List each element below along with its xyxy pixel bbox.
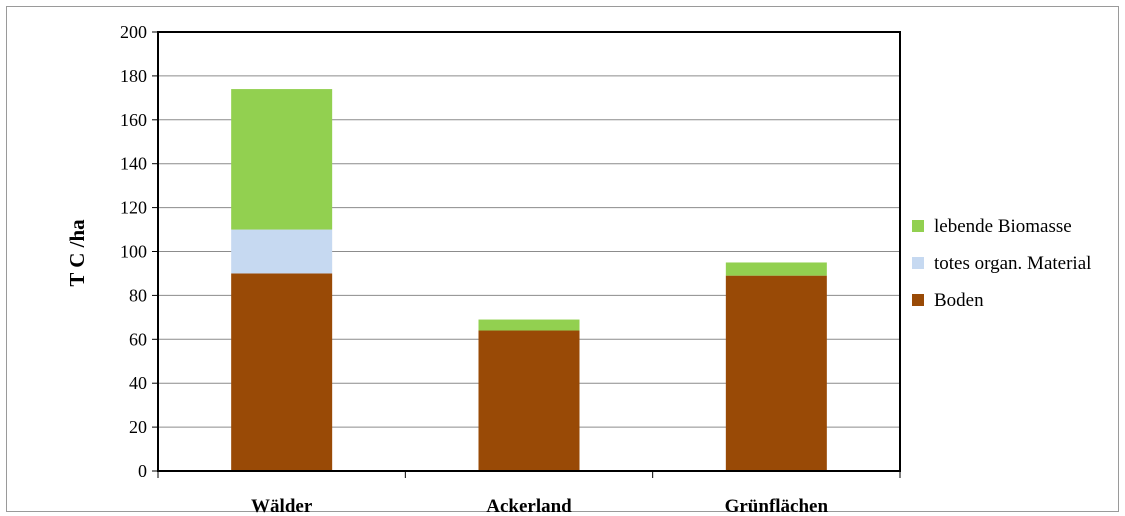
y-tick-label: 160 (120, 110, 147, 130)
x-category-labels: Wälder Ackerland Grünflächen (251, 496, 828, 516)
y-tick-label: 100 (120, 242, 147, 262)
bar-segment-boden-2 (725, 275, 827, 471)
legend-label: Boden (934, 290, 984, 311)
y-tick-label: 200 (120, 22, 147, 42)
y-tick-label: 0 (138, 461, 147, 481)
bar-segment-boden-1 (478, 330, 580, 471)
y-axis-title: T C /ha (65, 219, 89, 287)
x-category-label: Grünflächen (725, 496, 829, 516)
y-tick-label: 20 (129, 417, 147, 437)
y-tick-label: 180 (120, 66, 147, 86)
y-tick-label: 80 (129, 285, 147, 305)
bar-segment-lebende-biomasse-0 (231, 89, 333, 230)
bar-segment-totes-organ-material-0 (231, 229, 333, 274)
axes (152, 31, 901, 478)
legend-label: lebende Biomasse (934, 216, 1072, 237)
legend-label: totes organ. Material (934, 253, 1091, 274)
legend-swatch (912, 257, 924, 269)
bar-segment-lebende-biomasse-2 (725, 262, 827, 276)
y-tick-label: 40 (129, 373, 147, 393)
y-tick-label: 120 (120, 198, 147, 218)
x-category-label: Wälder (251, 496, 313, 516)
bar-segment-lebende-biomasse-1 (478, 319, 580, 331)
y-tick-label: 140 (120, 154, 147, 174)
y-tick-labels: 0 20 40 60 80 100 120 140 160 180 200 (120, 22, 147, 481)
legend-swatch (912, 220, 924, 232)
legend: lebende Biomasse totes organ. Material Bod… (912, 216, 1091, 311)
x-category-label: Ackerland (486, 496, 572, 516)
bars (231, 89, 827, 471)
bar-segment-boden-0 (231, 273, 333, 471)
plot-area-border (157, 31, 901, 472)
legend-swatch (912, 294, 924, 306)
y-tick-label: 60 (129, 329, 147, 349)
